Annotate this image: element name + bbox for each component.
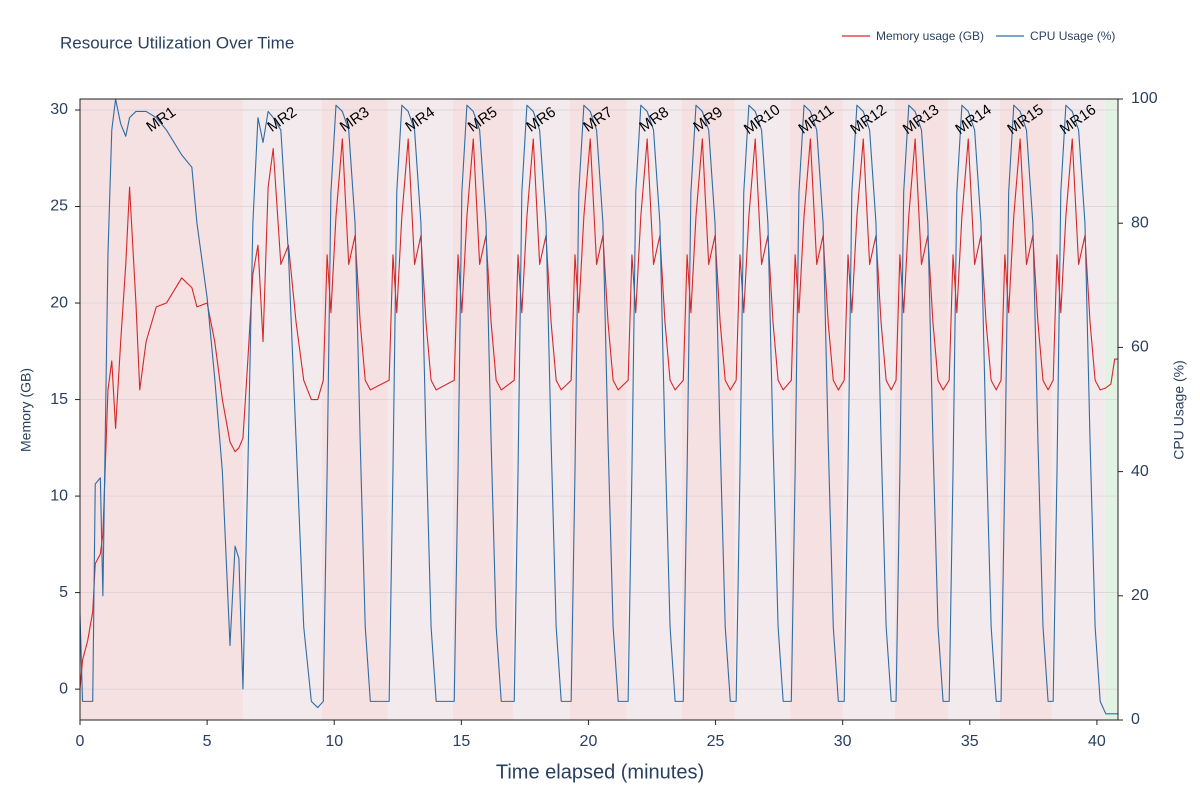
x-tick-label: 15	[452, 733, 470, 750]
y-axis-title: Memory (GB)	[18, 368, 34, 452]
phase-band	[842, 99, 895, 720]
y2-tick-label: 40	[1131, 463, 1149, 480]
y-tick-label: 5	[59, 584, 68, 601]
x-tick-label: 10	[325, 733, 343, 750]
phase-band	[1051, 99, 1105, 720]
x-tick-label: 0	[76, 733, 85, 750]
phase-band	[80, 99, 243, 720]
legend-label: Memory usage (GB)	[876, 29, 984, 43]
phase-band	[569, 99, 627, 720]
y-tick-label: 0	[59, 680, 68, 697]
phase-band	[452, 99, 513, 720]
y-tick-label: 10	[50, 487, 68, 504]
legend-label: CPU Usage (%)	[1030, 29, 1115, 43]
y-tick-label: 20	[50, 294, 68, 311]
x-tick-label: 20	[580, 733, 598, 750]
y2-tick-label: 20	[1131, 587, 1149, 604]
series-line	[80, 138, 1118, 690]
x-tick-label: 30	[834, 733, 852, 750]
phase-band	[387, 99, 453, 720]
phase-band	[682, 99, 735, 720]
line-layer	[80, 99, 1118, 715]
phase-band	[512, 99, 570, 720]
phase-band	[626, 99, 683, 720]
phase-band	[947, 99, 1000, 720]
phase-band	[734, 99, 791, 720]
x-tick-label: 35	[961, 733, 979, 750]
phase-band	[790, 99, 843, 720]
x-tick-label: 5	[203, 733, 212, 750]
series-line	[80, 99, 1118, 715]
chart-title: Resource Utilization Over Time	[60, 33, 294, 52]
phase-band	[1104, 99, 1118, 720]
phase-band	[894, 99, 948, 720]
y2-axis-title: CPU Usage (%)	[1171, 360, 1187, 460]
phase-band	[999, 99, 1052, 720]
y2-tick-label: 0	[1131, 711, 1140, 728]
x-axis-title: Time elapsed (minutes)	[496, 761, 704, 783]
plot-frame	[79, 98, 1119, 721]
y-tick-label: 15	[50, 391, 68, 408]
x-tick-label: 40	[1088, 733, 1106, 750]
y-tick-label: 25	[50, 198, 68, 215]
legend: Memory usage (GB) CPU Usage (%)	[842, 29, 1115, 43]
y2-tick-label: 100	[1131, 90, 1158, 107]
y2-tick-label: 80	[1131, 214, 1149, 231]
grid-layer	[80, 109, 1118, 690]
y2-tick-label: 60	[1131, 339, 1149, 356]
background-layer	[80, 99, 1118, 720]
x-tick-label: 25	[707, 733, 725, 750]
y-tick-label: 30	[50, 101, 68, 118]
phase-band	[242, 99, 323, 720]
phase-band	[322, 99, 388, 720]
